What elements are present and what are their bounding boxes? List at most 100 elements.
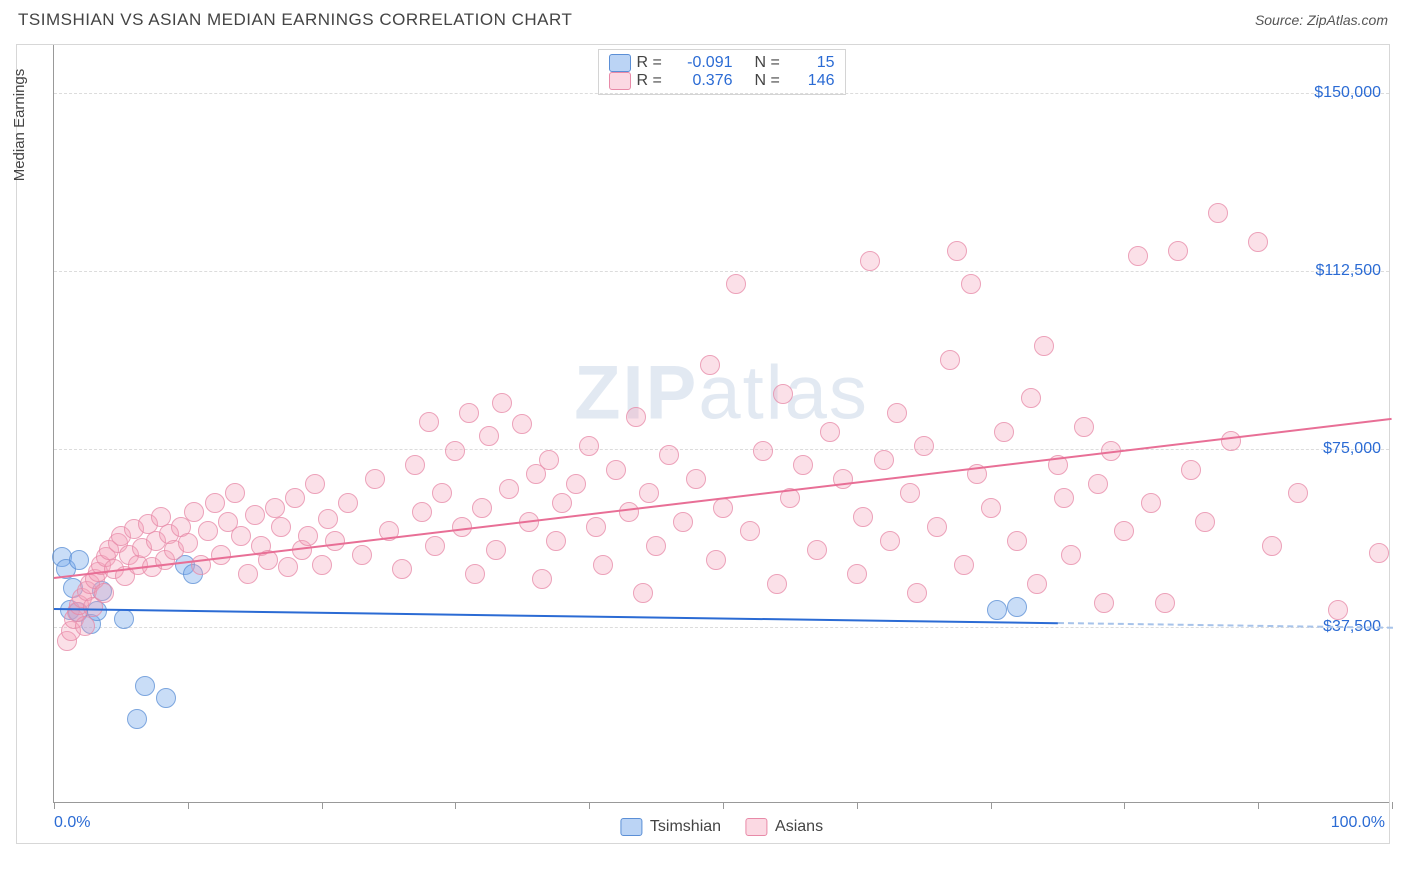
x-tick (991, 802, 992, 809)
data-point (94, 583, 114, 603)
data-point (887, 403, 907, 423)
data-point (1021, 388, 1041, 408)
data-point (1195, 512, 1215, 532)
x-tick (54, 802, 55, 809)
data-point (566, 474, 586, 494)
data-point (1007, 531, 1027, 551)
data-point (700, 355, 720, 375)
data-point (265, 498, 285, 518)
data-point (947, 241, 967, 261)
chart-title: TSIMSHIAN VS ASIAN MEDIAN EARNINGS CORRE… (18, 10, 572, 30)
data-point (726, 274, 746, 294)
data-point (499, 479, 519, 499)
data-point (1074, 417, 1094, 437)
data-point (184, 502, 204, 522)
legend-n-label: N = (755, 72, 789, 90)
data-point (325, 531, 345, 551)
correlation-legend: R =-0.091N =15R =0.376N =146 (598, 49, 846, 95)
data-point (211, 545, 231, 565)
data-point (579, 436, 599, 456)
data-point (1114, 521, 1134, 541)
data-point (907, 583, 927, 603)
data-point (633, 583, 653, 603)
x-tick-label-min: 0.0% (54, 814, 90, 832)
x-tick (188, 802, 189, 809)
data-point (646, 536, 666, 556)
data-point (225, 483, 245, 503)
data-point (178, 533, 198, 553)
data-point (546, 531, 566, 551)
data-point (981, 498, 1001, 518)
data-point (659, 445, 679, 465)
data-point (1054, 488, 1074, 508)
x-tick (589, 802, 590, 809)
data-point (156, 688, 176, 708)
legend-item: Asians (745, 818, 823, 836)
x-tick (455, 802, 456, 809)
data-point (278, 557, 298, 577)
data-point (853, 507, 873, 527)
x-tick (1124, 802, 1125, 809)
data-point (298, 526, 318, 546)
data-point (820, 422, 840, 442)
legend-swatch (620, 818, 642, 836)
data-point (69, 550, 89, 570)
legend-row: R =0.376N =146 (609, 72, 835, 90)
y-axis-label: Median Earnings (11, 0, 28, 275)
data-point (465, 564, 485, 584)
data-point (432, 483, 452, 503)
data-point (860, 251, 880, 271)
data-point (479, 426, 499, 446)
legend-row: R =-0.091N =15 (609, 54, 835, 72)
data-point (365, 469, 385, 489)
data-point (807, 540, 827, 560)
data-point (352, 545, 372, 565)
data-point (1262, 536, 1282, 556)
legend-swatch (609, 72, 631, 90)
legend-series-name: Tsimshian (650, 818, 721, 836)
data-point (686, 469, 706, 489)
data-point (940, 350, 960, 370)
data-point (593, 555, 613, 575)
data-point (127, 709, 147, 729)
data-point (405, 455, 425, 475)
data-point (1061, 545, 1081, 565)
data-point (245, 505, 265, 525)
data-point (773, 384, 793, 404)
legend-swatch (609, 54, 631, 72)
data-point (318, 509, 338, 529)
data-point (874, 450, 894, 470)
y-tick-label: $75,000 (1323, 440, 1381, 458)
data-point (626, 407, 646, 427)
legend-r-value: 0.376 (677, 72, 733, 90)
data-point (492, 393, 512, 413)
data-point (285, 488, 305, 508)
data-point (392, 559, 412, 579)
data-point (713, 498, 733, 518)
x-tick-label-max: 100.0% (1331, 814, 1385, 832)
data-point (305, 474, 325, 494)
data-point (927, 517, 947, 537)
data-point (740, 521, 760, 541)
data-point (1181, 460, 1201, 480)
data-point (552, 493, 572, 513)
x-tick (857, 802, 858, 809)
data-point (419, 412, 439, 432)
data-point (619, 502, 639, 522)
legend-r-label: R = (637, 72, 671, 90)
data-point (900, 483, 920, 503)
y-tick-label: $150,000 (1314, 84, 1381, 102)
data-point (1007, 597, 1027, 617)
data-point (312, 555, 332, 575)
data-point (452, 517, 472, 537)
data-point (833, 469, 853, 489)
legend-r-value: -0.091 (677, 54, 733, 72)
data-point (1369, 543, 1389, 563)
data-point (445, 441, 465, 461)
gridline (54, 271, 1389, 272)
data-point (1128, 246, 1148, 266)
data-point (114, 609, 134, 629)
data-point (1155, 593, 1175, 613)
source-label: Source: ZipAtlas.com (1255, 12, 1388, 28)
series-legend: Tsimshian Asians (620, 818, 823, 836)
